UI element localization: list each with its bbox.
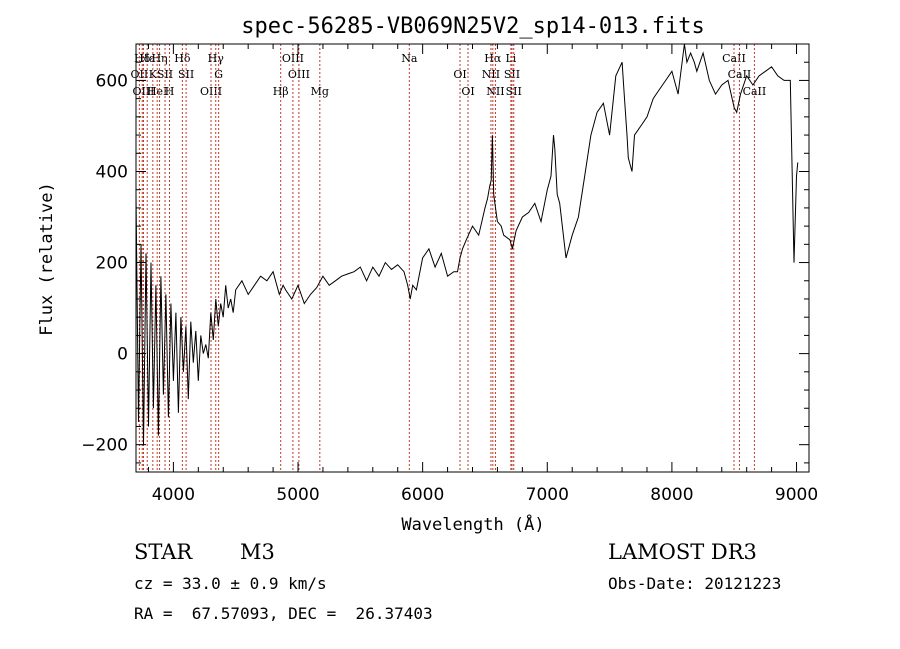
line-marker-label: OIII xyxy=(288,68,310,81)
object-subclass: M3 xyxy=(240,540,275,564)
object-class: STAR xyxy=(134,540,193,564)
line-marker-label: OII xyxy=(131,68,149,81)
spectrum-line xyxy=(135,43,799,445)
x-tick-label: 9000 xyxy=(775,485,818,505)
x-tick-label: 4000 xyxy=(152,485,195,505)
line-marker-label: Hβ xyxy=(273,85,289,98)
chart-title: spec-56285-VB069N25V2_sp14-013.fits xyxy=(241,14,705,39)
line-marker-label: G xyxy=(214,68,223,81)
x-tick-label: 6000 xyxy=(401,485,444,505)
line-marker-label: CaII xyxy=(722,52,746,65)
line-marker-label: NII xyxy=(486,85,504,98)
coordinates-text: RA = 67.57093, DEC = 26.37403 xyxy=(134,604,433,623)
line-marker-label: SII xyxy=(157,68,173,81)
redshift-text: cz = 33.0 ± 0.9 km/s xyxy=(134,574,327,593)
emission-line-markers: HδOIIOIIIHεKHeIHηSIIHHδSIIOIIIHγGHβOIIIO… xyxy=(131,44,767,472)
line-marker-label: SII xyxy=(178,68,194,81)
line-marker-label: SII xyxy=(504,68,520,81)
x-tick-label: 7000 xyxy=(526,485,569,505)
line-marker-label: CaII xyxy=(728,68,752,81)
y-tick-label: 0 xyxy=(117,345,128,365)
line-marker-label: CaII xyxy=(743,85,767,98)
line-marker-label: Mg xyxy=(311,85,329,98)
y-tick-label: −200 xyxy=(81,436,128,456)
spectrum-series xyxy=(135,43,799,445)
survey-label: LAMOST DR3 xyxy=(608,540,757,564)
line-marker-label: OIII xyxy=(132,85,154,98)
x-axis-label: Wavelength (Å) xyxy=(401,513,544,535)
axis-tick-labels: 4000 5000 6000 7000 8000 9000 −200 0 200 400 600 xyxy=(81,71,818,505)
line-marker-label: SII xyxy=(506,85,522,98)
line-marker-label: Li xyxy=(505,52,516,65)
line-marker-label: OIII xyxy=(282,52,304,65)
x-tick-label: 5000 xyxy=(276,485,319,505)
line-marker-label: HeI xyxy=(147,85,167,98)
line-marker-label: Hγ xyxy=(208,52,225,65)
line-marker-label: OI xyxy=(461,85,474,98)
line-marker-label: OIII xyxy=(200,85,222,98)
x-tick-label: 8000 xyxy=(650,485,693,505)
line-marker-label: Hε xyxy=(140,52,156,65)
line-marker-label: Hδ xyxy=(174,52,191,65)
axis-ticks xyxy=(136,44,809,472)
obs-date-text: Obs-Date: 20121223 xyxy=(608,574,782,593)
y-tick-label: 200 xyxy=(96,254,128,274)
line-marker-label: OI xyxy=(453,68,466,81)
y-tick-label: 600 xyxy=(96,71,128,91)
line-marker-label: K xyxy=(149,68,158,81)
line-marker-label: Hα xyxy=(484,52,502,65)
plot-frame xyxy=(135,43,810,473)
line-marker-label: NII xyxy=(482,68,500,81)
line-marker-label: Na xyxy=(401,52,418,65)
y-tick-label: 400 xyxy=(96,162,128,182)
line-marker-label: Hη xyxy=(151,52,167,65)
line-marker-label: H xyxy=(165,85,175,98)
y-axis-label: Flux (relative) xyxy=(37,182,57,336)
